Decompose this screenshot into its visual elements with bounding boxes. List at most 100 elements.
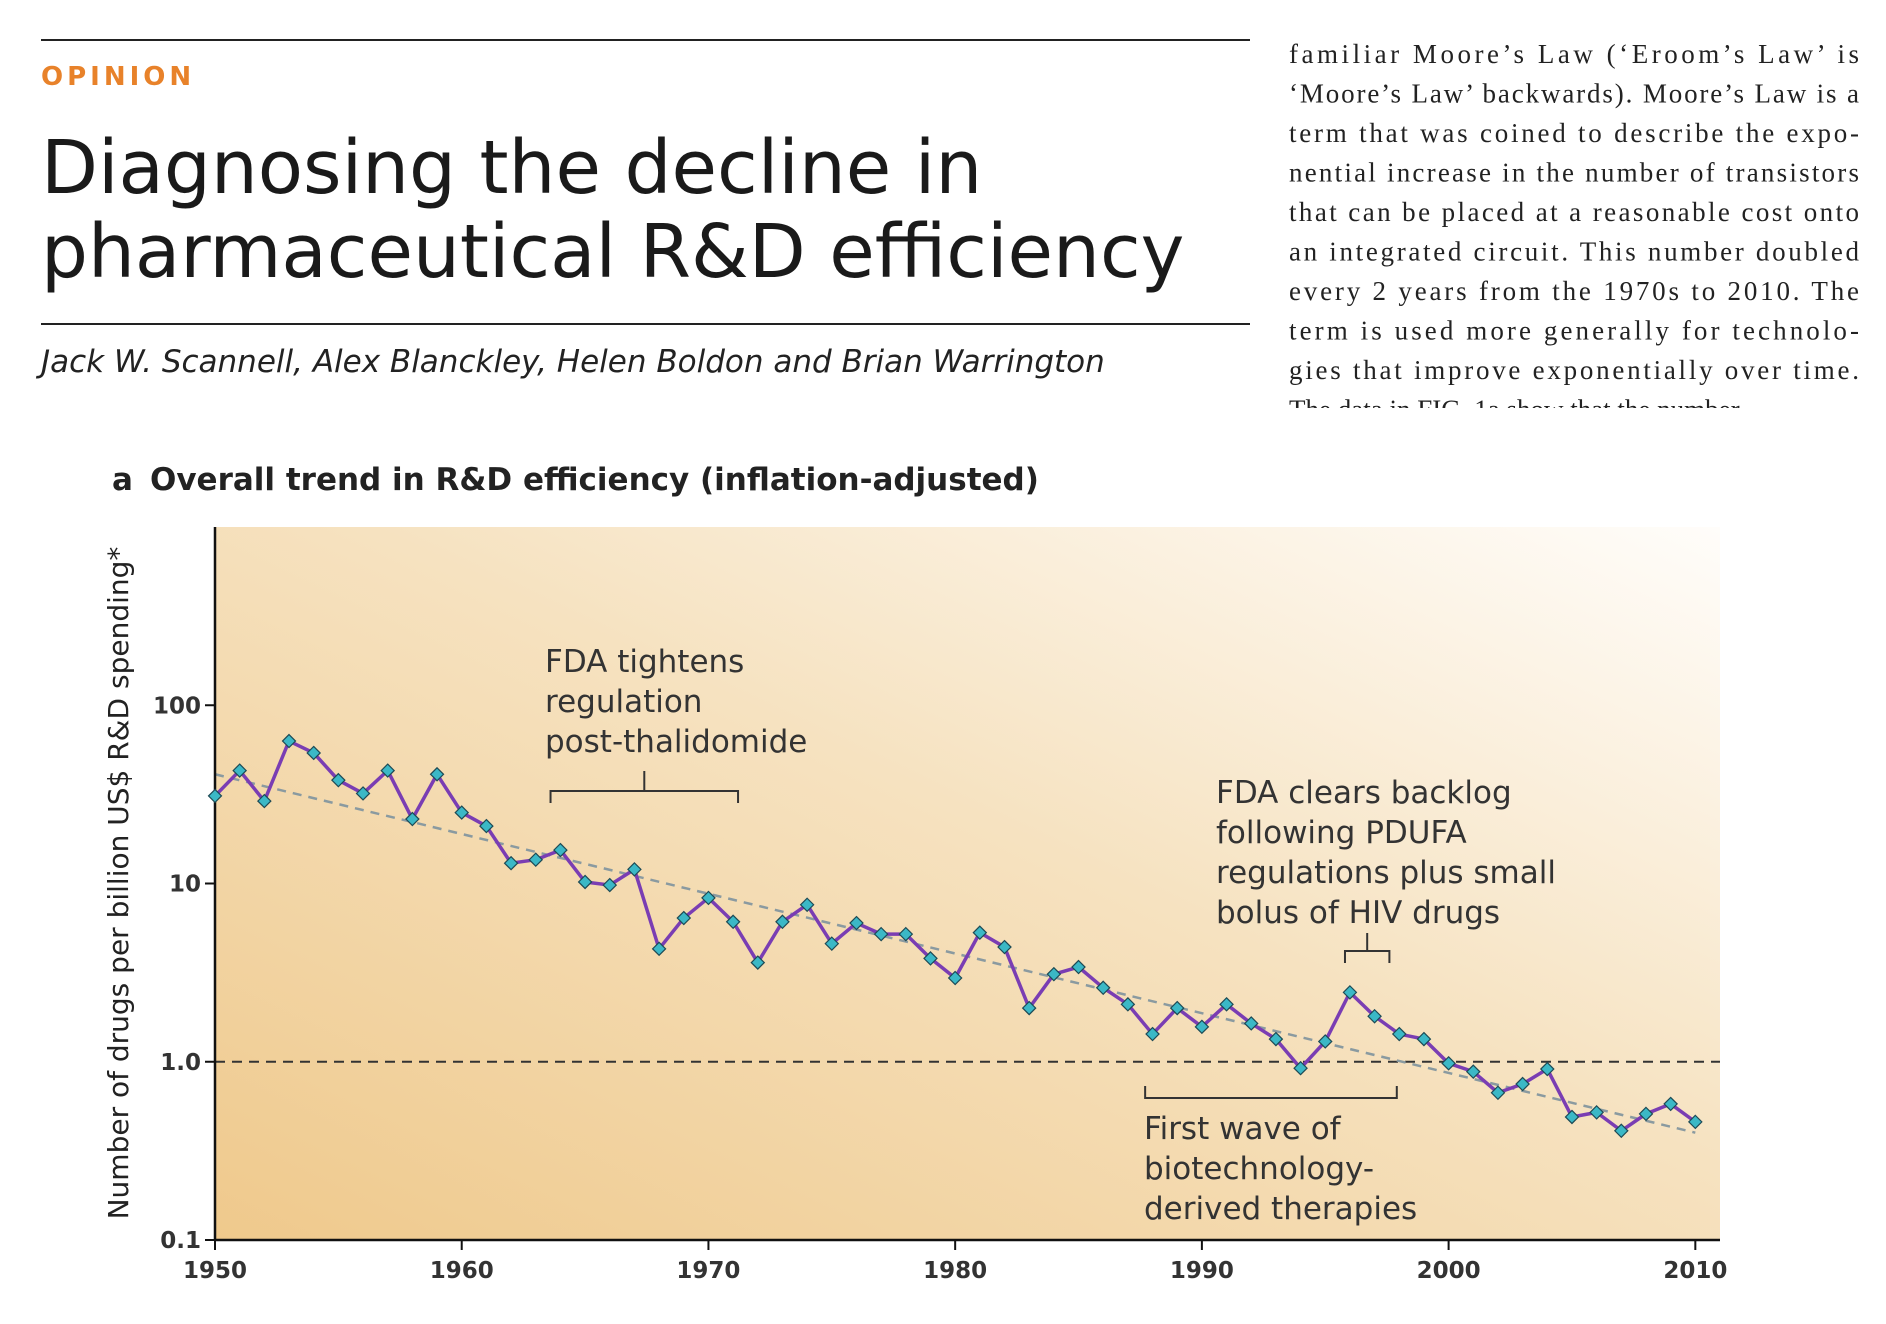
annotation-text: following PDUFA [1216,815,1467,851]
data-point [947,970,963,986]
section-label: OPINION [41,62,195,92]
chart-title: Overall trend in R&D efficiency (inflati… [150,462,1039,498]
data-point [1613,1123,1629,1139]
data-point [1441,1055,1456,1071]
data-point [232,763,248,778]
data-point [331,772,346,788]
plot-background [215,527,1720,1240]
data-point [1317,1034,1333,1049]
x-tick-label: 2010 [1663,1258,1727,1284]
data-point [281,733,297,749]
data-point [1169,1000,1185,1016]
body-column: familiar Moore’s Law (‘Eroom’s Law’ is ‘M… [1289,39,1860,425]
annotation-bracket [1343,933,1391,963]
body-line: term is used more generally for technolo… [1289,316,1859,346]
data-point [1465,1064,1481,1079]
data-point [207,788,223,804]
data-point [1243,1016,1259,1031]
y-axis-label: Number of drugs per billion US$ R&D spen… [102,547,135,1220]
data-point [849,915,864,931]
authors: Jack W. Scannell, Alex Blanckley, Helen … [35,344,1105,380]
data-point [1638,1106,1654,1122]
data-point [1663,1096,1679,1112]
data-point [503,855,519,871]
data-point [799,897,815,913]
data-point [1515,1076,1530,1092]
body-line: an integrated circuit. This number doubl… [1289,237,1860,267]
data-point [651,941,667,957]
trend-line [214,773,1696,1134]
data-point [528,852,544,868]
annotation-text: biotechnology- [1144,1151,1374,1187]
data-point [775,914,790,930]
data-point [824,936,840,951]
data-point [972,925,988,940]
data-point [380,763,396,778]
data-point [1342,985,1358,1000]
x-tick-label: 1970 [676,1258,740,1284]
data-point [479,818,494,834]
data-point [553,842,568,858]
data-point [454,805,470,820]
data-point [1219,996,1234,1012]
data-point [1490,1085,1506,1101]
data-point [256,793,272,809]
data-point [429,766,445,782]
annotation-bracket [1144,1086,1398,1099]
data-point [1145,1026,1160,1042]
y-tick-label: 1.0 [160,1050,201,1076]
data-point [1391,1026,1407,1042]
body-line: ‘Moore’s Law’ backwards). Moore’s Law is… [1289,79,1859,109]
annotation-text: First wave of [1144,1111,1342,1147]
annotation-text: derived therapies [1144,1191,1417,1227]
annotation-text: regulation [545,684,702,720]
data-point [355,786,371,801]
data-point [997,939,1012,955]
body-line: term that was coined to describe the exp… [1289,118,1859,148]
panel-label: a [112,462,133,498]
data-point [1589,1105,1604,1120]
data-point [1021,1000,1037,1016]
x-tick-label: 1960 [430,1258,494,1284]
annotation-text: FDA clears backlog [1216,775,1512,811]
data-point [923,951,938,966]
data-point [1194,1019,1210,1035]
body-line: every 2 years from the 1970s to 2010. Th… [1289,276,1859,306]
data-point [725,914,741,930]
body-line: familiar Moore’s Law (‘Eroom’s Law’ is [1289,39,1859,69]
data-point [405,811,420,827]
annotation-text: regulations plus small [1216,855,1556,891]
data-point [1046,966,1062,982]
data-point [1120,996,1136,1012]
data-point [1367,1008,1382,1024]
data-point [1539,1061,1555,1077]
annotation-text: FDA tightens [545,644,744,680]
data-point [1564,1109,1580,1125]
x-tick-label: 1990 [1170,1258,1234,1284]
data-point [873,926,889,942]
annotation-bracket [549,771,740,803]
data-point [627,862,642,877]
data-point [306,745,322,761]
title-line: pharmaceutical R&D efficiency [41,209,1184,295]
body-line: nential increase in the number of transi… [1289,158,1859,188]
data-point [602,877,618,893]
data-point [1687,1114,1703,1130]
body-line: The data in FIG. 1a show that the number [1289,395,1740,425]
x-tick-label: 2000 [1417,1258,1481,1284]
y-tick-label: 10 [169,872,201,898]
data-point [898,926,914,942]
data-point [577,874,593,890]
data-point [1071,959,1086,975]
data-point [676,910,692,926]
annotation-text: bolus of HIV drugs [1216,895,1500,931]
data-point [701,890,716,906]
y-tick-label: 100 [153,693,201,719]
annotation-text: post-thalidomide [545,724,807,760]
x-tick-label: 1980 [923,1258,987,1284]
y-tick-label: 0.1 [160,1228,201,1254]
x-tick-label: 1950 [183,1258,247,1284]
data-point [1268,1031,1284,1047]
title-line: Diagnosing the decline in [41,125,982,211]
